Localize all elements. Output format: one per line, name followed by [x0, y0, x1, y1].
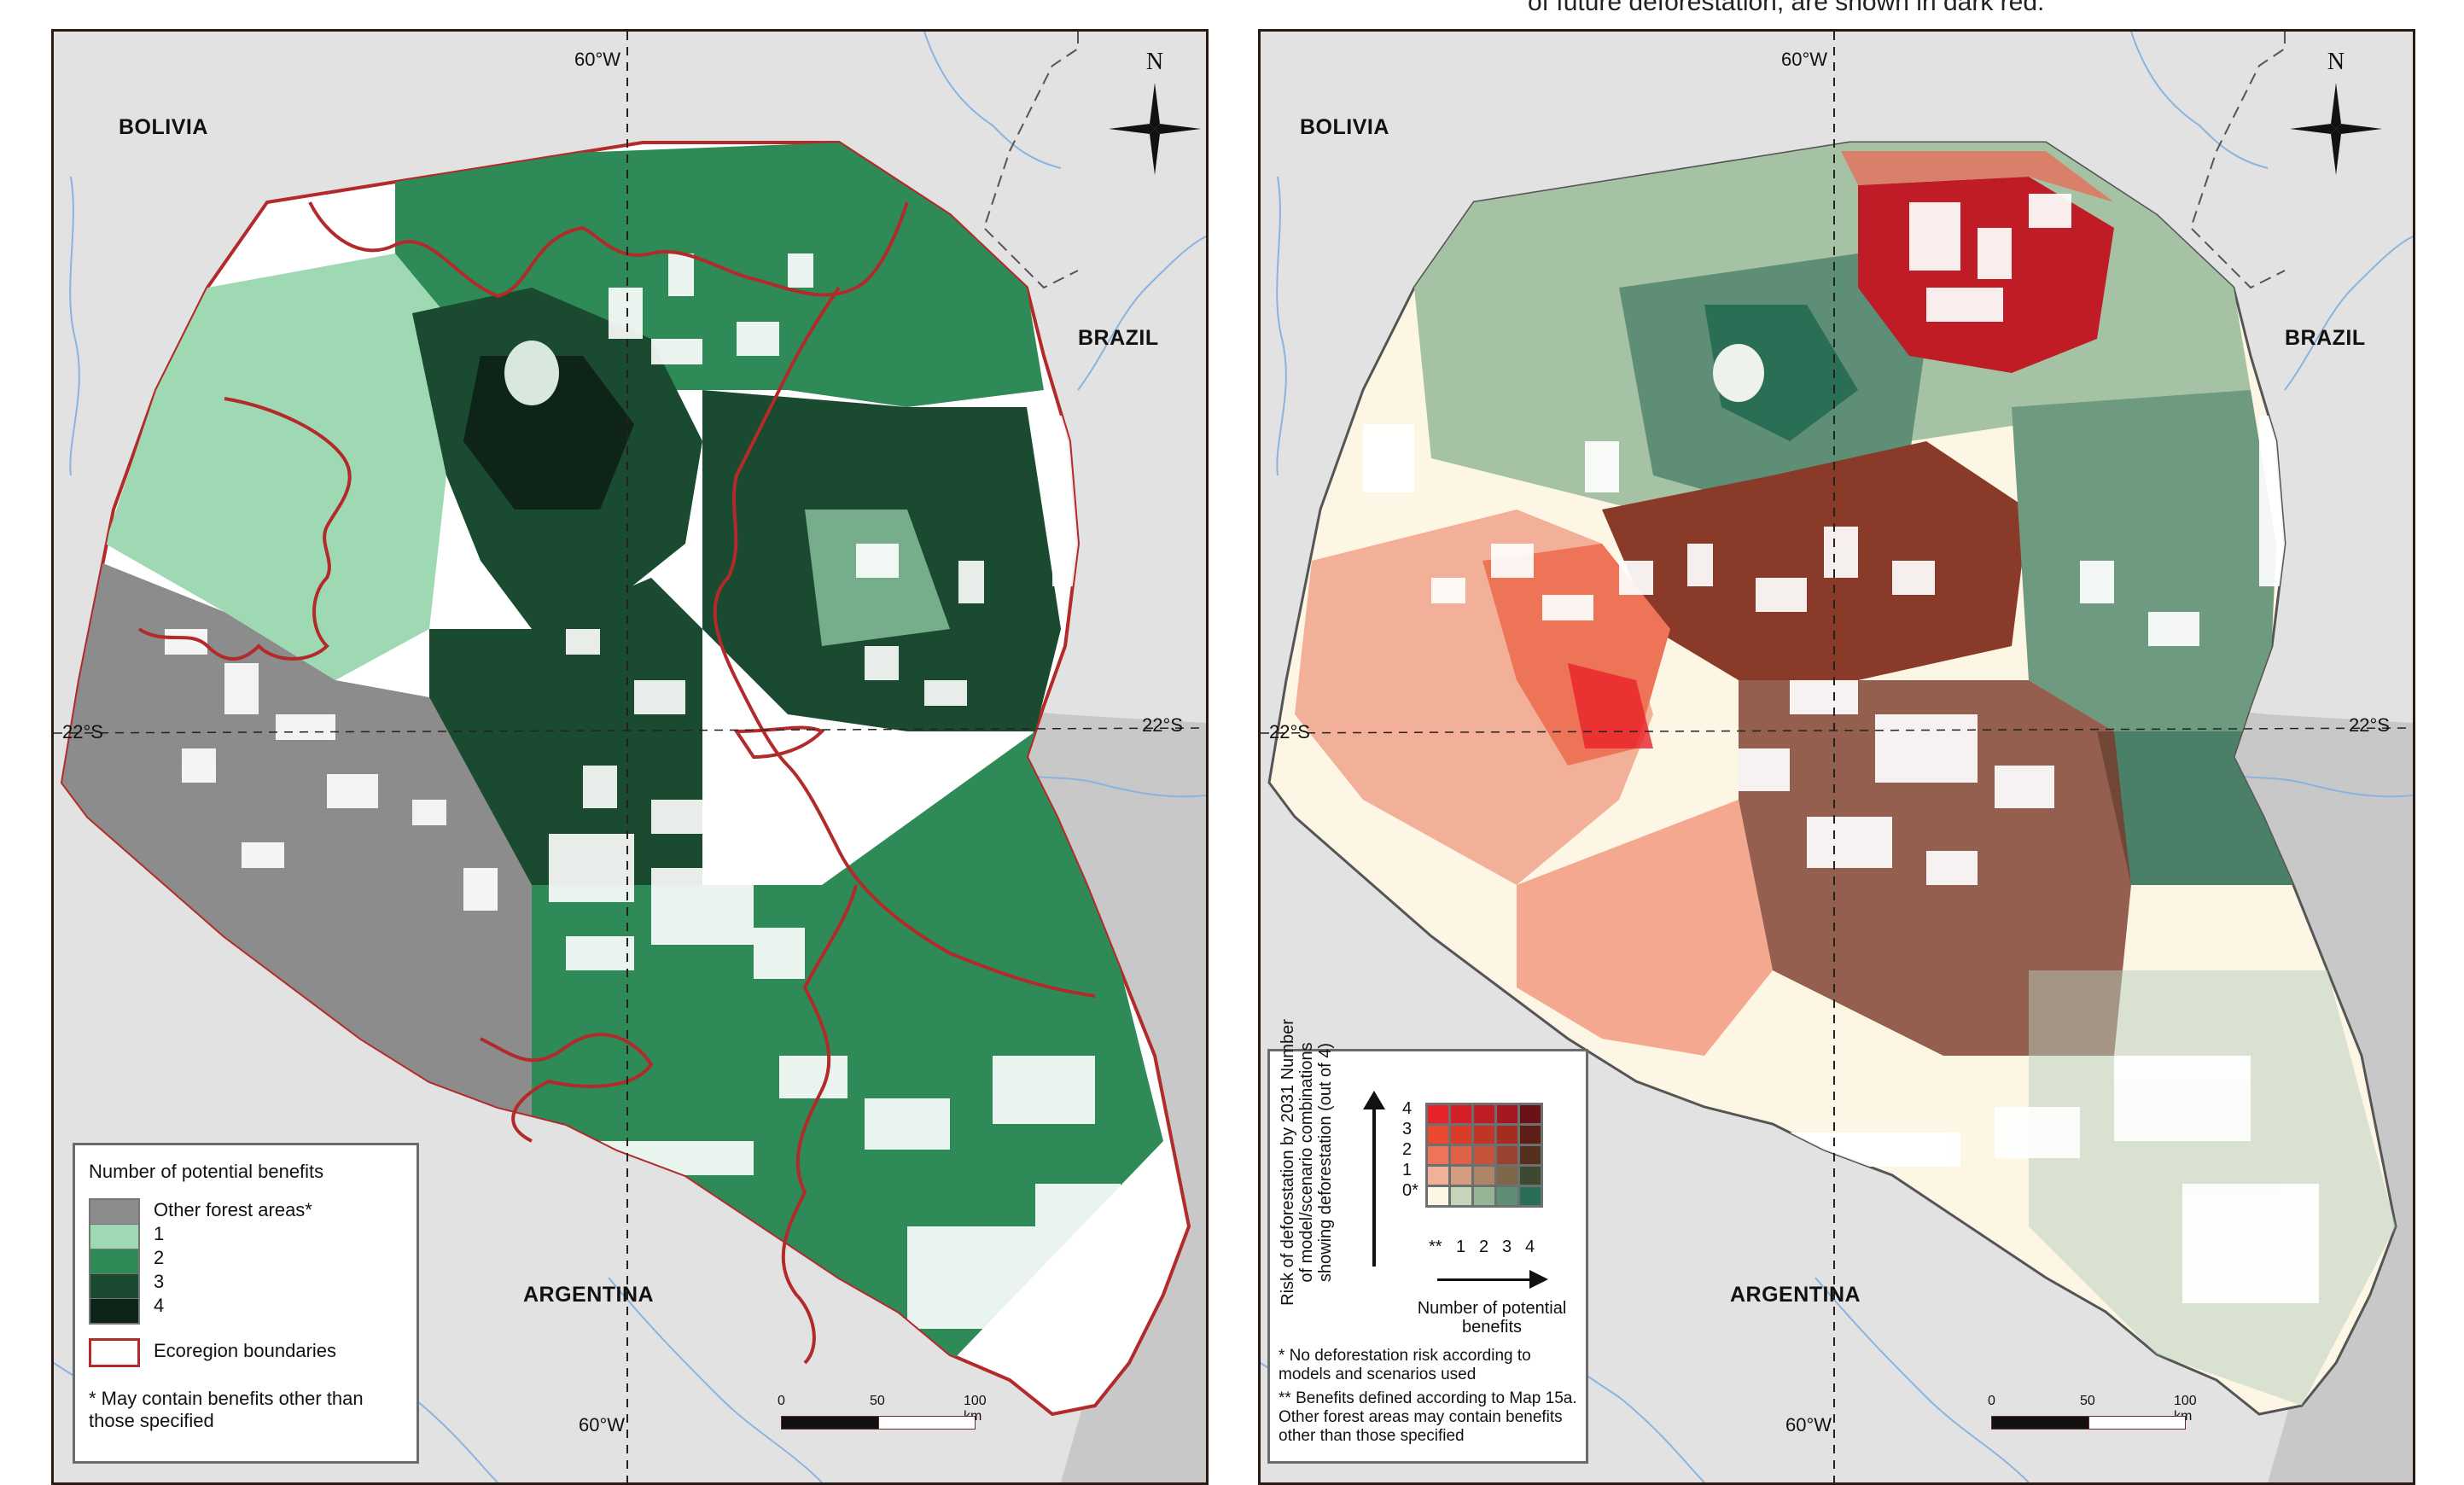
legend-footnote-2: ** Benefits defined according to Map 15a… — [1279, 1389, 1577, 1445]
lon-label-top: 60°W — [574, 49, 621, 70]
legend-footnote: * May contain benefits other than those … — [89, 1388, 364, 1431]
legend-title: Number of potential benefits — [89, 1161, 324, 1182]
lon-label-bottom: 60°W — [579, 1414, 626, 1436]
compass-rose-icon — [2290, 83, 2382, 175]
country-label-brazil: BRAZIL — [1078, 326, 1159, 350]
country-label-brazil: BRAZIL — [2285, 326, 2366, 350]
arrow-up-icon — [1363, 1091, 1385, 1267]
lat-label-left: 22°S — [1269, 721, 1310, 742]
swatch-other-forest — [90, 1200, 138, 1225]
graticule-22s — [54, 727, 1206, 734]
country-label-argentina: ARGENTINA — [1730, 1283, 1861, 1307]
legend-labels: Other forest areas* 1 2 3 4 — [154, 1199, 312, 1316]
scale-bar: 0 50 100 km — [1988, 1394, 2197, 1445]
swatch-ecoregion-boundary — [89, 1338, 140, 1367]
north-label: N — [1145, 49, 1164, 75]
swatch-2 — [90, 1249, 138, 1274]
ecoregion-boundaries — [137, 201, 1096, 1365]
country-label-bolivia: BOLIVIA — [119, 115, 208, 139]
swatch-4 — [90, 1299, 138, 1323]
north-arrow: N — [1104, 49, 1206, 177]
swatch-3 — [90, 1274, 138, 1299]
graticule-22s — [1261, 727, 2413, 734]
legend-x-axis-title: Number of potential benefits — [1417, 1299, 1567, 1336]
scale-bar: 0 50 100 km — [778, 1394, 987, 1445]
country-label-argentina: ARGENTINA — [523, 1283, 655, 1307]
arrow-right-icon — [1437, 1270, 1548, 1289]
map-canvas — [1261, 32, 2413, 1482]
lat-label-left: 22°S — [62, 721, 103, 742]
lon-label-top: 60°W — [1781, 49, 1828, 70]
legend-swatches — [89, 1198, 140, 1325]
legend-y-axis-title: Risk of deforestation by 2031 Number of … — [1279, 1019, 1335, 1306]
lat-label-right: 22°S — [1142, 714, 1183, 736]
north-arrow: N — [2285, 49, 2387, 177]
north-label: N — [2327, 49, 2345, 75]
bivariate-color-grid — [1425, 1103, 1543, 1208]
deforested-patches — [1363, 194, 2319, 1303]
swatch-1 — [90, 1225, 138, 1249]
map-canvas — [54, 32, 1206, 1482]
legend-footnote-1: * No deforestation risk according to mod… — [1279, 1347, 1531, 1383]
country-label-bolivia: BOLIVIA — [1300, 115, 1389, 139]
lat-label-right: 22°S — [2349, 714, 2390, 736]
map-potential-benefits: 60°W 60°W 22°S 22°S BOLIVIA BRAZIL ARGEN… — [51, 29, 1209, 1485]
compass-rose-icon — [1109, 83, 1201, 175]
figure-caption: of future deforestation, are shown in da… — [1528, 0, 2045, 16]
legend-ecoregion-label: Ecoregion boundaries — [154, 1340, 337, 1361]
lon-label-bottom: 60°W — [1785, 1414, 1832, 1436]
legend-benefits: Number of potential benefits Other fores… — [73, 1143, 419, 1464]
map-deforestation-risk: 60°W 60°W 22°S 22°S BOLIVIA BRAZIL ARGEN… — [1258, 29, 2415, 1485]
legend-bivariate: Risk of deforestation by 2031 Number of … — [1267, 1019, 1588, 1464]
